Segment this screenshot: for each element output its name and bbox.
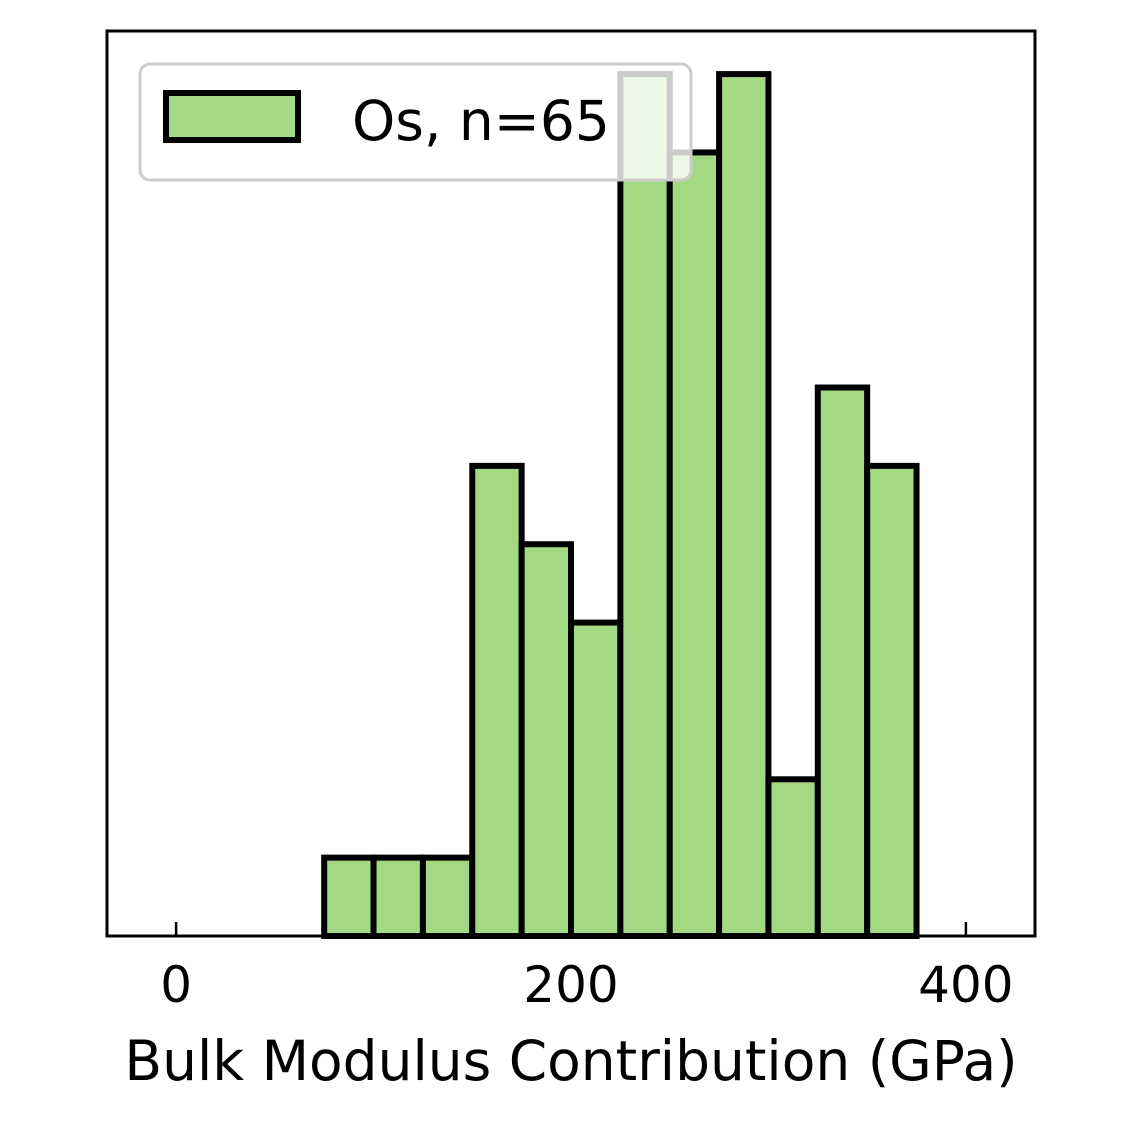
legend-label: Os, n=65 [352, 89, 610, 153]
histogram-bar [419, 854, 476, 939]
x-tick-label: 400 [918, 956, 1013, 1014]
x-tick-label: 200 [523, 956, 618, 1014]
histogram-bar [568, 619, 624, 939]
histogram-bar [617, 71, 673, 940]
histogram-bar [321, 854, 377, 939]
histogram-bar [814, 384, 871, 939]
histogram-bar [518, 541, 575, 939]
legend: Os, n=65 [138, 62, 693, 182]
x-axis-label: Bulk Modulus Contribution (GPa) [124, 1029, 1017, 1093]
x-tick-label: 0 [160, 956, 192, 1014]
legend-swatch [163, 90, 301, 143]
histogram-bar [716, 71, 772, 940]
histogram-bar [864, 462, 920, 939]
histogram-bars [321, 71, 920, 940]
histogram-bar [666, 149, 723, 940]
x-axis-ticks: 0 200 400 [160, 922, 1014, 1014]
histogram-bar [469, 462, 525, 939]
histogram-bar [765, 776, 821, 939]
histogram-bar [370, 854, 426, 939]
